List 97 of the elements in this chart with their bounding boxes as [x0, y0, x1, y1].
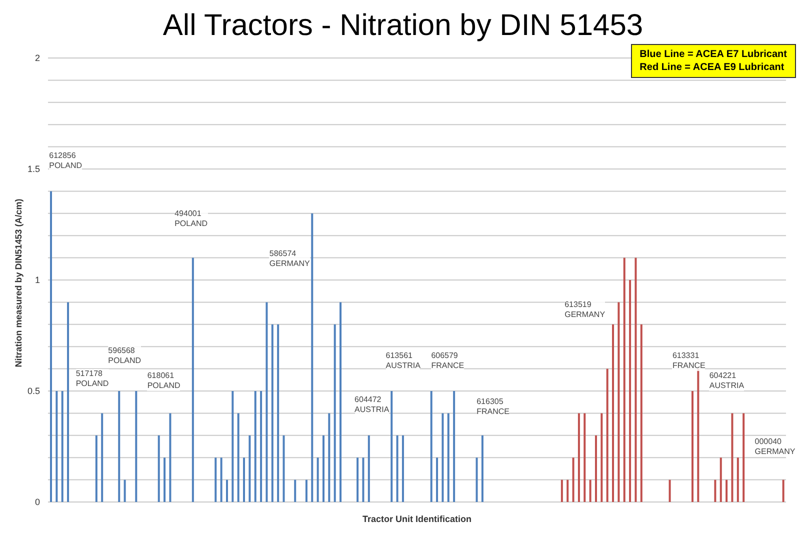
bar: [95, 435, 98, 502]
annotation: 586574 GERMANY: [269, 248, 310, 269]
bar: [61, 391, 64, 502]
bar: [243, 458, 246, 502]
bar: [248, 435, 251, 502]
bar: [118, 391, 120, 502]
bar: [618, 302, 620, 502]
bar: [634, 258, 637, 502]
annotation: 618061 POLAND: [147, 370, 180, 391]
y-tick-label: 1.5: [27, 164, 40, 174]
bar: [714, 480, 716, 502]
bar: [606, 368, 608, 502]
bar: [720, 458, 722, 502]
bar: [214, 458, 217, 502]
bar: [226, 480, 228, 502]
bar: [691, 391, 694, 502]
annotation: 616305 FRANCE: [476, 397, 510, 418]
bar: [623, 258, 626, 502]
bar: [578, 413, 580, 502]
bar: [266, 302, 268, 502]
annotation: 604472 AUSTRIA: [354, 395, 390, 416]
bar: [668, 480, 671, 502]
bar: [340, 302, 342, 502]
annotation: 000040 GERMANY: [754, 437, 796, 458]
bar: [612, 324, 614, 502]
bar: [390, 391, 393, 502]
bar: [328, 413, 330, 502]
bar: [56, 391, 58, 502]
bar: [169, 413, 172, 502]
bar: [447, 413, 450, 502]
bar: [232, 391, 234, 502]
annotation: 606579 FRANCE: [431, 350, 464, 371]
bar: [135, 391, 138, 502]
bar: [254, 391, 256, 502]
bar: [640, 324, 642, 502]
bar: [237, 413, 240, 502]
bar: [271, 324, 274, 502]
bar: [50, 191, 52, 502]
annotation: 613561 AUSTRIA: [386, 350, 420, 371]
bar: [453, 391, 456, 502]
y-axis-title: Nitration measured by DIN51453 (A/cm): [13, 198, 23, 368]
bar: [600, 413, 603, 502]
bar: [566, 480, 569, 502]
annotation: 613331 FRANCE: [672, 350, 706, 371]
annotation: 517178 POLAND: [76, 368, 109, 389]
annotation: Red Line = ACEA E9 Lubricant: [640, 61, 786, 74]
bar: [322, 435, 324, 502]
bar: [316, 458, 319, 502]
annotation: 596568 POLAND: [108, 346, 142, 366]
bar: [396, 435, 398, 502]
annotation: 604221 AUSTRIA: [709, 370, 744, 391]
y-tick-label: 0: [34, 497, 40, 508]
bar: [402, 435, 404, 502]
bar: [220, 458, 222, 502]
annotation: Blue Line = ACEA E7 Lubricant: [640, 48, 787, 61]
annotation: 612856 POLAND: [49, 151, 82, 171]
bar: [584, 413, 586, 502]
bar: [442, 413, 444, 502]
bar: [629, 280, 632, 502]
annotation: 613519 GERMANY: [564, 300, 606, 320]
bar: [67, 302, 70, 502]
bar: [282, 435, 285, 502]
bar: [192, 258, 194, 502]
bar: [305, 480, 308, 502]
bar: [260, 391, 262, 502]
bar: [436, 458, 438, 502]
bar: [697, 368, 700, 502]
annotation: 494001 POLAND: [174, 208, 208, 229]
bar: [742, 413, 745, 502]
chart-title: All Tractors - Nitration by DIN 51453: [162, 8, 644, 44]
bar: [736, 458, 739, 502]
y-tick-label: 2: [34, 53, 40, 64]
x-axis-title: Tractor Unit Identification: [361, 514, 472, 524]
y-tick-label: 1: [34, 275, 40, 286]
bar: [476, 458, 478, 502]
bar: [164, 458, 166, 502]
bar: [430, 391, 432, 502]
bar: [726, 480, 728, 502]
bar: [101, 413, 104, 502]
bar: [294, 480, 296, 502]
bar: [594, 435, 597, 502]
y-tick-label: 0.5: [27, 386, 40, 396]
bar: [572, 458, 574, 502]
bar: [589, 480, 592, 502]
bar: [311, 213, 314, 502]
bar: [362, 458, 364, 502]
bar: [731, 413, 734, 502]
bar: [277, 324, 280, 502]
bar: [481, 435, 484, 502]
bar: [158, 435, 160, 502]
bar: [782, 480, 784, 502]
bar: [124, 480, 126, 502]
bar: [356, 458, 359, 502]
bar: [334, 324, 336, 502]
bar: [560, 480, 563, 502]
note-box: Blue Line = ACEA E7 Lubricant Red Line = ACEA E9 Lubricant: [630, 44, 796, 78]
bar: [368, 435, 370, 502]
